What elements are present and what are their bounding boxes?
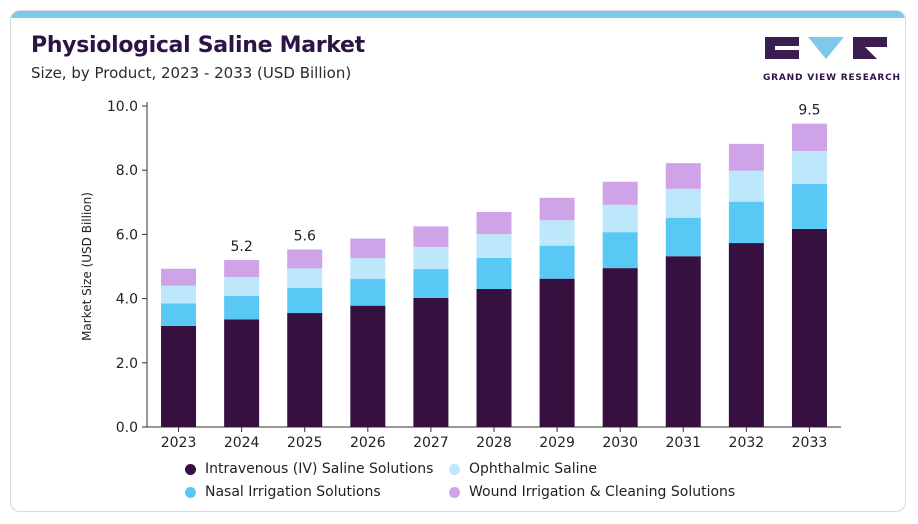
legend-item: Nasal Irrigation Solutions xyxy=(185,484,381,500)
bar-segment-2023-series-3 xyxy=(161,268,197,286)
legend-item: Intravenous (IV) Saline Solutions xyxy=(185,461,433,477)
x-tick-label-2027: 2027 xyxy=(413,435,449,451)
y-tick-label: 2.0 xyxy=(116,356,138,372)
bar-segment-2032-series-1 xyxy=(728,201,764,244)
bar-segment-2026-series-1 xyxy=(350,279,386,306)
bar-segment-2029-series-3 xyxy=(539,197,575,221)
bar-segment-2028-series-0 xyxy=(476,288,512,427)
x-tick-label-2025: 2025 xyxy=(287,435,323,451)
legend-item: Wound Irrigation & Cleaning Solutions xyxy=(449,484,735,500)
chart-title: Physiological Saline Market xyxy=(31,33,365,58)
bar-segment-2028-series-3 xyxy=(476,211,512,235)
y-axis-label: Market Size (USD Billion) xyxy=(80,192,94,341)
grand-view-research-logo: GRAND VIEW RESEARCH xyxy=(763,37,900,83)
data-label-2025: 5.6 xyxy=(294,228,316,244)
chart-subtitle: Size, by Product, 2023 - 2033 (USD Billi… xyxy=(31,64,352,82)
bar-segment-2025-series-3 xyxy=(287,249,323,269)
bar-segment-2031-series-3 xyxy=(665,163,701,189)
bar-segment-2032-series-0 xyxy=(728,243,764,427)
y-tick-label: 6.0 xyxy=(116,227,138,243)
top-accent-bar xyxy=(11,11,905,18)
legend-label: Ophthalmic Saline xyxy=(469,461,598,477)
bar-segment-2031-series-2 xyxy=(665,188,701,218)
bar-segment-2023-series-0 xyxy=(161,325,197,427)
bar-segment-2025-series-0 xyxy=(287,313,323,427)
x-tick-label-2026: 2026 xyxy=(350,435,386,451)
bar-segment-2032-series-3 xyxy=(728,143,764,171)
bar-segment-2029-series-1 xyxy=(539,245,575,279)
bar-segment-2031-series-1 xyxy=(665,217,701,257)
x-tick-label-2030: 2030 xyxy=(602,435,638,451)
chart-card: Physiological Saline Market Size, by Pro… xyxy=(10,10,906,512)
x-tick-label-2028: 2028 xyxy=(476,435,512,451)
x-tick-label-2023: 2023 xyxy=(161,435,197,451)
bar-segment-2029-series-2 xyxy=(539,220,575,246)
bar-segment-2026-series-3 xyxy=(350,238,386,259)
y-tick-label: 10.0 xyxy=(107,99,138,115)
bar-segment-2028-series-2 xyxy=(476,234,512,258)
x-tick-label-2029: 2029 xyxy=(539,435,575,451)
bar-segment-2033-series-0 xyxy=(791,228,827,427)
bar-segment-2026-series-0 xyxy=(350,305,386,427)
bar-segment-2026-series-2 xyxy=(350,258,386,280)
bar-segment-2025-series-2 xyxy=(287,268,323,289)
bar-segment-2027-series-2 xyxy=(413,246,449,270)
legend-swatch xyxy=(449,486,460,498)
bar-segment-2031-series-0 xyxy=(665,256,701,427)
bar-segment-2024-series-1 xyxy=(224,295,260,320)
bar-segment-2033-series-3 xyxy=(791,123,827,151)
gvr-logo-icon xyxy=(765,37,887,59)
legend-swatch xyxy=(449,463,460,475)
bar-segment-2023-series-1 xyxy=(161,303,197,326)
y-tick-label: 4.0 xyxy=(116,292,138,308)
legend-label: Intravenous (IV) Saline Solutions xyxy=(205,461,434,477)
bar-segment-2030-series-3 xyxy=(602,181,638,205)
bar-segment-2029-series-0 xyxy=(539,278,575,427)
legend-swatch xyxy=(185,486,196,498)
bar-segment-2028-series-1 xyxy=(476,257,512,289)
bar-segment-2024-series-2 xyxy=(224,277,260,296)
bar-segment-2023-series-2 xyxy=(161,285,197,304)
logo-text: GRAND VIEW RESEARCH xyxy=(763,73,901,83)
bar-segment-2030-series-2 xyxy=(602,204,638,233)
stacked-bar-chart: 0.0 2.0 4.0 6.0 8.0 10.0 Market Size (USD Bill… xyxy=(80,99,841,451)
legend-item: Ophthalmic Saline xyxy=(449,461,597,477)
x-tick-label-2031: 2031 xyxy=(665,435,701,451)
legend-swatch xyxy=(185,463,196,475)
x-tick-label-2024: 2024 xyxy=(224,435,260,451)
bar-segment-2033-series-1 xyxy=(791,184,827,229)
legend-label: Nasal Irrigation Solutions xyxy=(205,484,381,500)
data-label-2033: 9.5 xyxy=(798,103,820,119)
bar-segment-2032-series-2 xyxy=(728,170,764,202)
y-tick-label: 0.0 xyxy=(116,420,138,436)
legend-label: Wound Irrigation & Cleaning Solutions xyxy=(469,484,736,500)
bar-segment-2024-series-3 xyxy=(224,260,260,278)
bar-segment-2024-series-0 xyxy=(224,319,260,427)
bar-segment-2033-series-2 xyxy=(791,150,827,185)
bar-segment-2030-series-1 xyxy=(602,232,638,269)
bar-segment-2027-series-1 xyxy=(413,269,449,298)
x-tick-label-2033: 2033 xyxy=(792,435,828,451)
x-tick-label-2032: 2032 xyxy=(729,435,765,451)
y-tick-label: 8.0 xyxy=(116,163,138,179)
bar-segment-2027-series-0 xyxy=(413,297,449,427)
bar-segment-2027-series-3 xyxy=(413,226,449,247)
data-label-2024: 5.2 xyxy=(231,239,253,255)
bar-segment-2025-series-1 xyxy=(287,288,323,314)
bar-segment-2030-series-0 xyxy=(602,268,638,427)
